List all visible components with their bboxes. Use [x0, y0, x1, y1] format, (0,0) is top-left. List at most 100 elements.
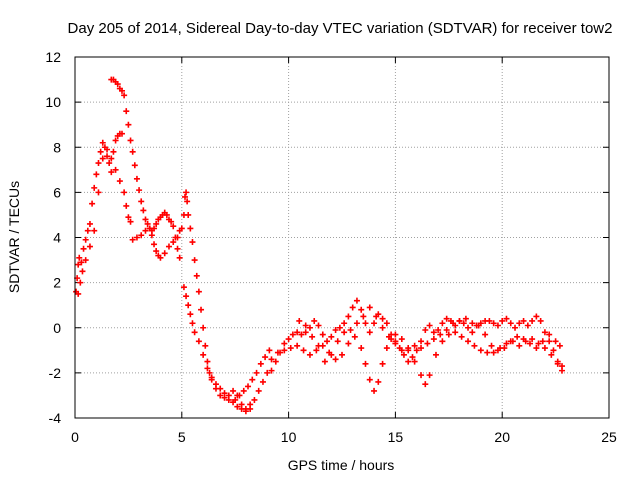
data-point [178, 225, 185, 232]
data-point [268, 356, 275, 363]
data-point [443, 315, 450, 322]
data-point [108, 155, 115, 162]
data-point [477, 347, 484, 354]
data-point [351, 333, 358, 340]
data-point [133, 234, 140, 241]
data-point [136, 187, 143, 194]
data-point [176, 254, 183, 261]
data-point [516, 342, 523, 349]
data-point [116, 178, 123, 185]
data-point [225, 392, 232, 399]
y-tick-label: 0 [53, 320, 61, 336]
data-point [494, 322, 501, 329]
data-point [311, 317, 318, 324]
data-point [411, 358, 418, 365]
data-point [315, 322, 322, 329]
data-point [490, 349, 497, 356]
data-point [546, 331, 553, 338]
data-point [86, 243, 93, 250]
data-point [253, 369, 260, 376]
data-point [490, 320, 497, 327]
data-point [302, 322, 309, 329]
data-point [195, 338, 202, 345]
y-tick-label: 2 [53, 275, 61, 291]
data-point [77, 279, 84, 286]
data-point [430, 336, 437, 343]
data-point [129, 148, 136, 155]
data-point [217, 385, 224, 392]
data-point [249, 376, 256, 383]
data-point [507, 338, 514, 345]
data-point [334, 338, 341, 345]
y-tick-label: 10 [45, 94, 61, 110]
data-point [221, 390, 228, 397]
data-point [82, 236, 89, 243]
y-tick-label: 8 [53, 139, 61, 155]
data-point [319, 331, 326, 338]
data-point [541, 345, 548, 352]
data-point [499, 317, 506, 324]
data-point [482, 331, 489, 338]
data-point [533, 345, 540, 352]
plot-frame [74, 56, 610, 419]
chart-title: Day 205 of 2014, Sidereal Day-to-day VTE… [68, 20, 613, 37]
data-point [313, 347, 320, 354]
data-point [430, 329, 437, 336]
data-point [195, 288, 202, 295]
data-point [165, 243, 172, 250]
axis-ticks: 0 5 10 15 20 25 -4 -2 0 2 4 6 8 10 12 [45, 49, 617, 445]
data-point [435, 327, 442, 334]
data-point [99, 139, 106, 146]
data-point [268, 367, 275, 374]
data-point [349, 304, 356, 311]
data-point [398, 336, 405, 343]
data-point [443, 327, 450, 334]
data-point [385, 333, 392, 340]
data-point [460, 320, 467, 327]
data-point [251, 396, 258, 403]
data-point [285, 336, 292, 343]
data-point [79, 268, 86, 275]
data-point [75, 261, 82, 268]
data-point [91, 184, 98, 191]
data-point [272, 358, 279, 365]
data-point [95, 160, 102, 167]
data-point [413, 347, 420, 354]
data-point [142, 216, 149, 223]
data-point [371, 387, 378, 394]
data-point [138, 198, 145, 205]
data-point [97, 148, 104, 155]
data-point [503, 315, 510, 322]
data-point [550, 347, 557, 354]
data-point [264, 369, 271, 376]
data-point [358, 306, 365, 313]
data-point [193, 272, 200, 279]
data-point [341, 320, 348, 327]
data-point [187, 311, 194, 318]
data-point [142, 227, 149, 234]
data-point [274, 349, 281, 356]
data-point [121, 189, 128, 196]
data-point [529, 336, 536, 343]
data-point [462, 315, 469, 322]
data-point [379, 324, 386, 331]
data-point [422, 381, 429, 388]
y-tick-label: 4 [53, 230, 61, 246]
data-point [471, 342, 478, 349]
x-tick-label: 20 [494, 429, 510, 445]
data-point [494, 347, 501, 354]
data-point [118, 87, 125, 94]
data-point [183, 293, 190, 300]
data-point [93, 171, 100, 178]
data-point [232, 396, 239, 403]
data-point [121, 92, 128, 99]
data-point [112, 166, 119, 173]
data-point [287, 345, 294, 352]
data-point [358, 345, 365, 352]
data-point [238, 401, 245, 408]
grid [75, 57, 609, 418]
data-point [180, 284, 187, 291]
x-tick-label: 10 [281, 429, 297, 445]
data-point [123, 202, 130, 209]
